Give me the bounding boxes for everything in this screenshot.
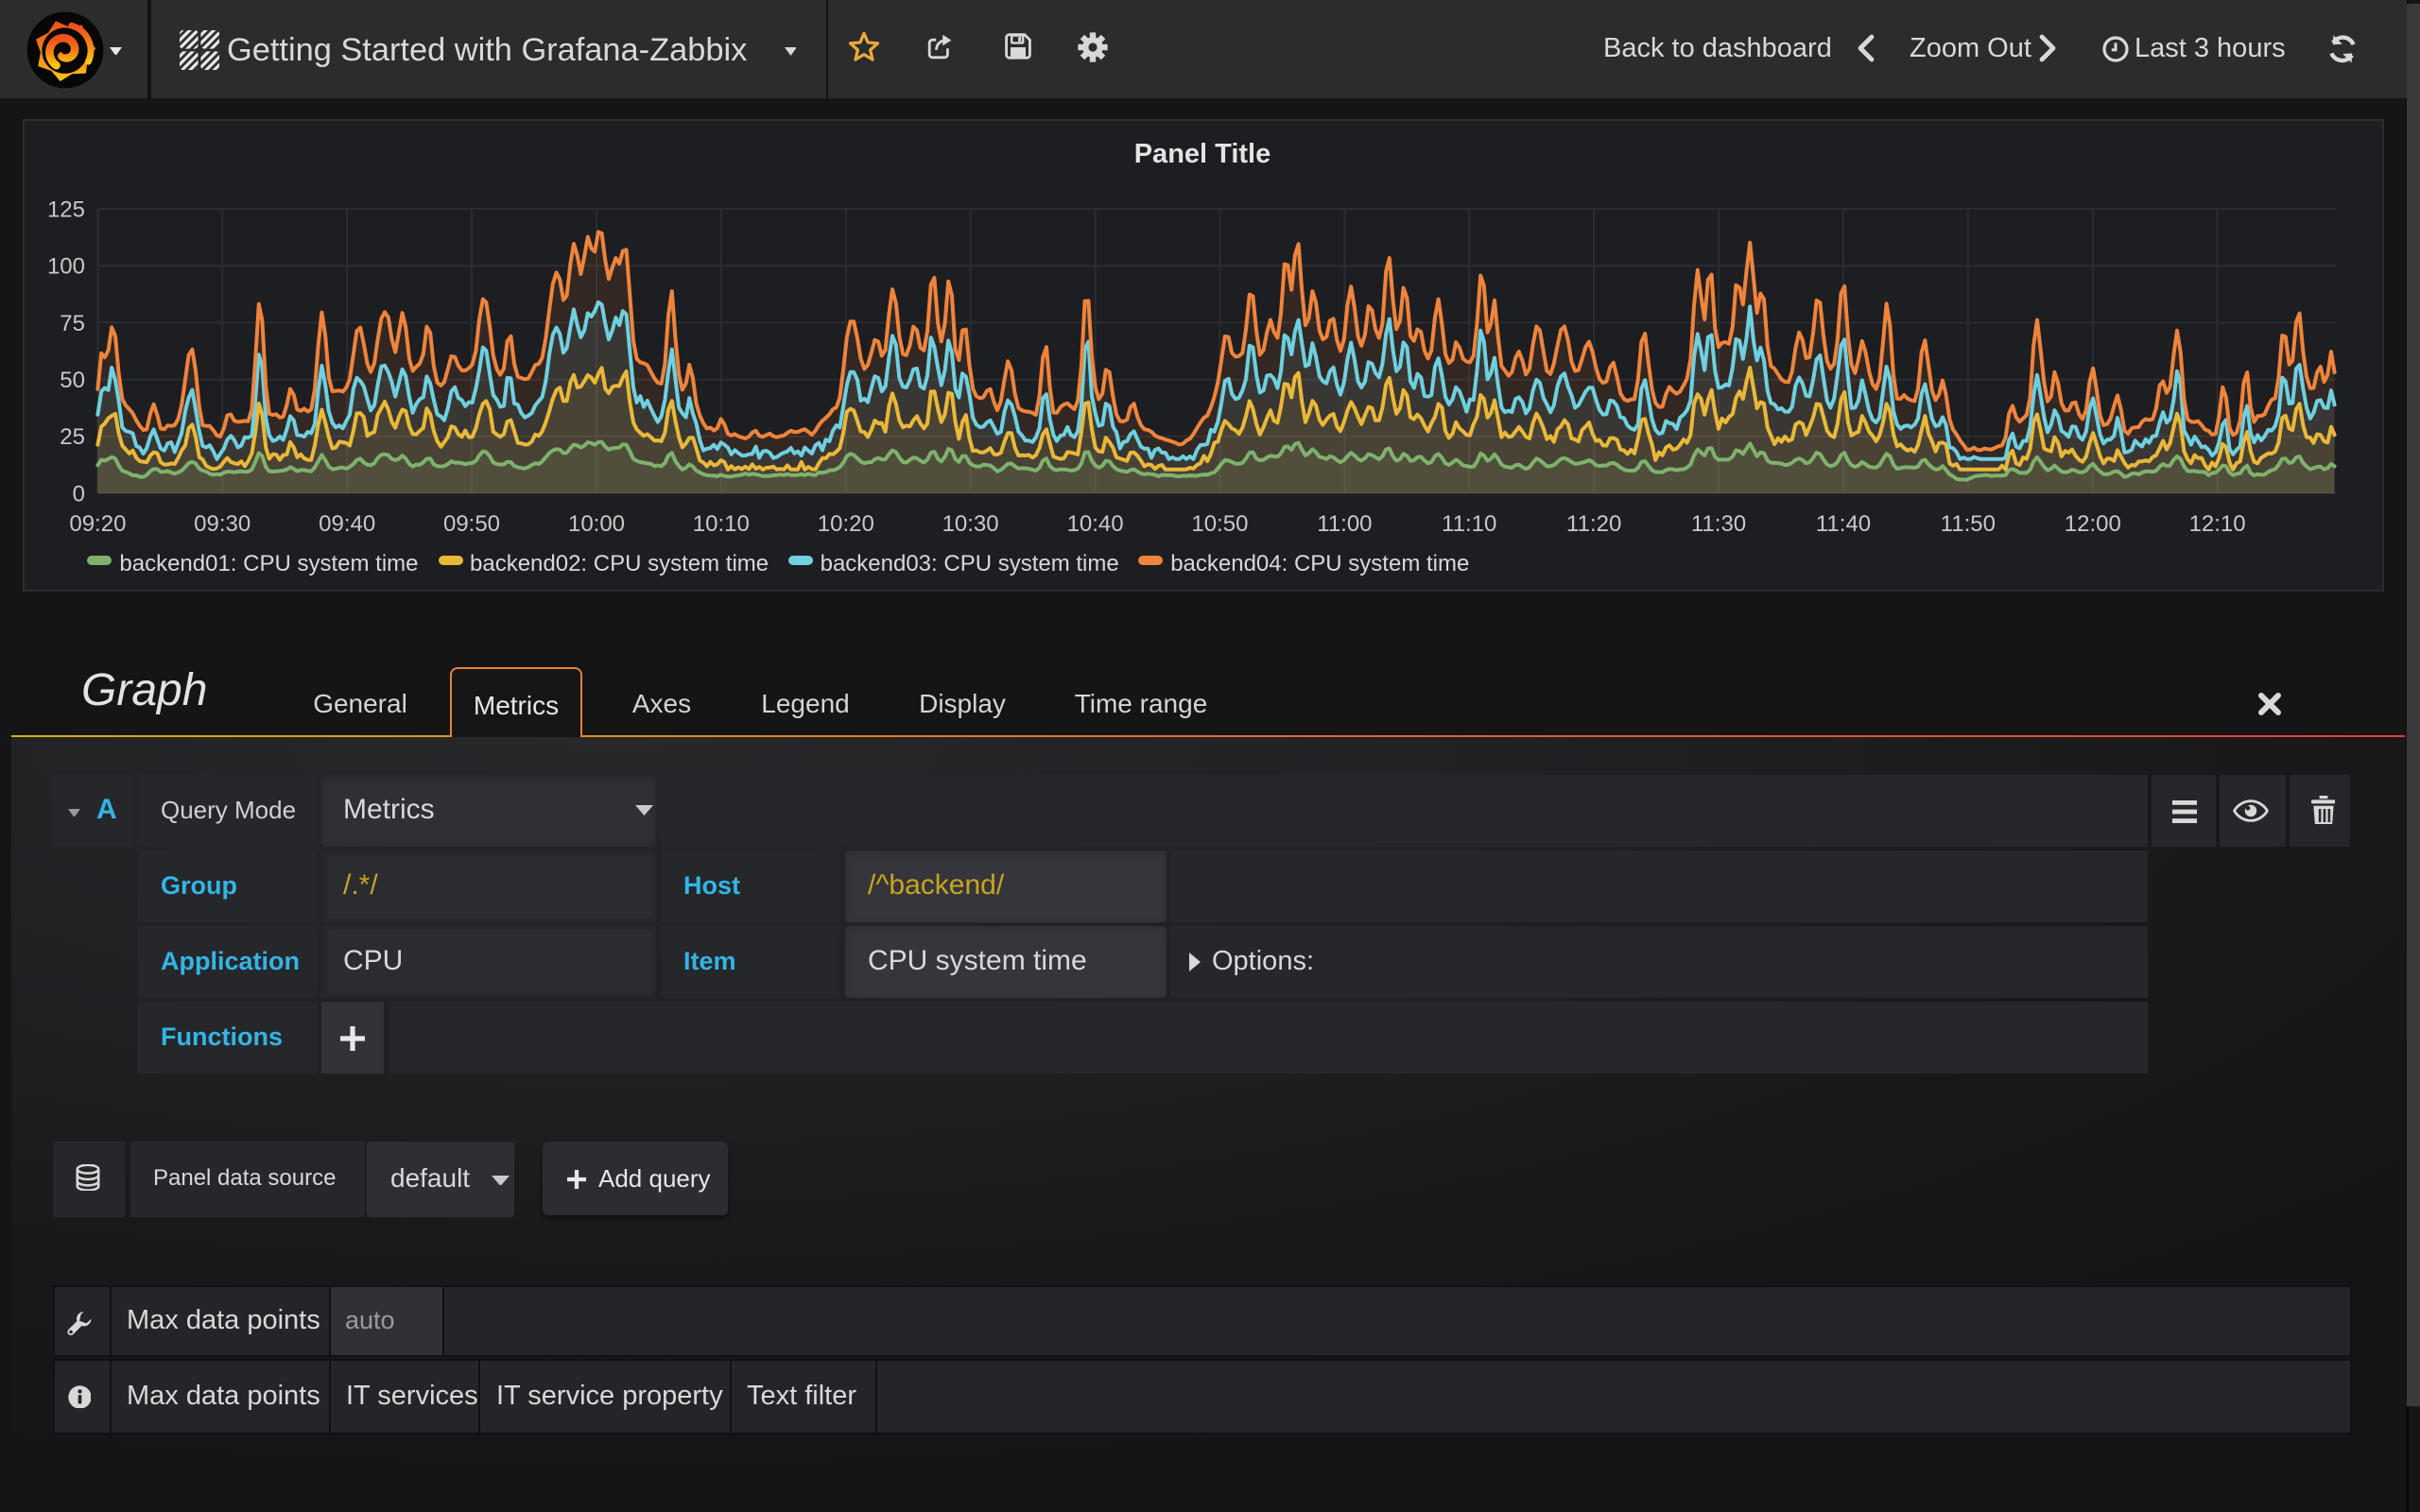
svg-text:11:30: 11:30 <box>1691 511 1746 537</box>
svg-text:11:40: 11:40 <box>1816 511 1871 537</box>
svg-text:09:50: 09:50 <box>443 511 500 537</box>
svg-text:100: 100 <box>47 254 85 280</box>
svg-text:11:20: 11:20 <box>1566 511 1621 537</box>
svg-text:11:50: 11:50 <box>1941 511 1996 537</box>
svg-text:10:30: 10:30 <box>942 511 999 537</box>
svg-text:75: 75 <box>60 311 85 336</box>
svg-text:125: 125 <box>47 197 85 222</box>
svg-text:10:40: 10:40 <box>1067 511 1124 537</box>
svg-text:10:20: 10:20 <box>818 511 874 537</box>
svg-text:10:00: 10:00 <box>568 511 625 537</box>
svg-text:12:10: 12:10 <box>2189 511 2246 537</box>
svg-text:11:10: 11:10 <box>1442 511 1496 537</box>
svg-text:09:30: 09:30 <box>194 511 251 537</box>
svg-text:09:40: 09:40 <box>319 511 375 537</box>
svg-text:11:00: 11:00 <box>1317 511 1372 537</box>
svg-text:10:10: 10:10 <box>693 511 750 537</box>
svg-text:25: 25 <box>60 424 85 450</box>
svg-text:50: 50 <box>60 368 85 393</box>
svg-text:09:20: 09:20 <box>69 511 126 537</box>
svg-text:12:00: 12:00 <box>2065 511 2121 537</box>
svg-text:0: 0 <box>73 481 85 507</box>
svg-text:10:50: 10:50 <box>1191 511 1248 537</box>
